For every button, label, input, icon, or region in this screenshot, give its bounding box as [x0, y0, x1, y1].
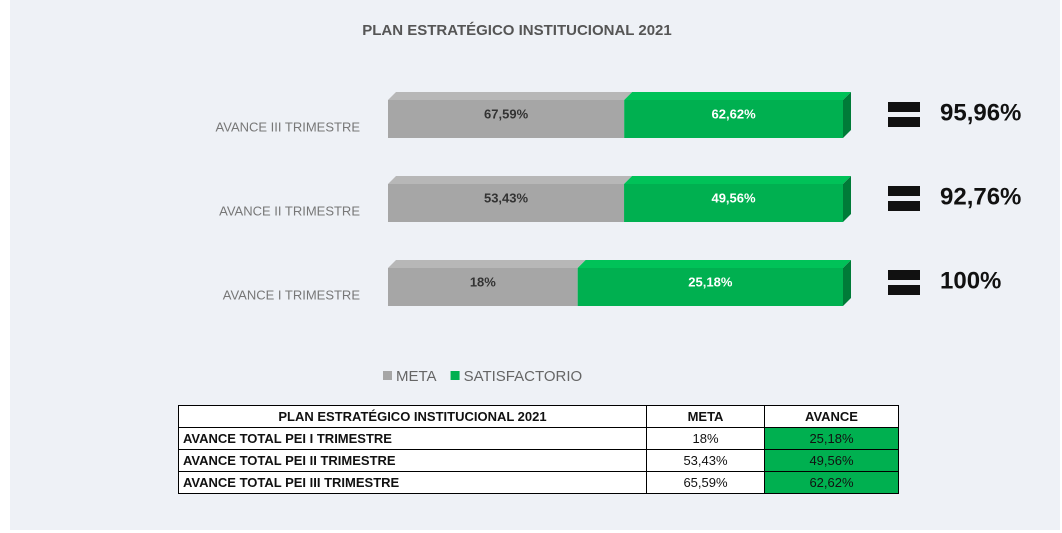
table-cell: 65,59% [646, 471, 765, 494]
bar-top-face [388, 176, 633, 184]
bar-side-face [843, 176, 851, 222]
data-label: 18% [470, 274, 496, 289]
y-tick-label: AVANCE I TRIMESTRE [223, 287, 361, 302]
legend-label: SATISFACTORIO [464, 368, 583, 385]
legend-label: META [396, 368, 437, 385]
bar-top-face [624, 176, 851, 184]
data-label: 49,56% [711, 190, 756, 205]
equals-icon-bar [888, 117, 920, 127]
table-cell: 25,18% [764, 427, 899, 450]
annotation: 100% [940, 267, 1001, 294]
bar [388, 100, 625, 138]
data-label: 67,59% [484, 106, 529, 121]
header-cell: META [646, 405, 765, 428]
chart-title: PLAN ESTRATÉGICO INSTITUCIONAL 2021 [362, 22, 672, 39]
bar [624, 100, 843, 138]
table-cell: AVANCE TOTAL PEI II TRIMESTRE [178, 449, 647, 472]
bar-top-face [388, 260, 586, 268]
data-label: 25,18% [688, 274, 733, 289]
table-cell: 49,56% [764, 449, 899, 472]
table-cell: AVANCE TOTAL PEI III TRIMESTRE [178, 471, 647, 494]
legend-swatch [383, 371, 392, 380]
annotation: 95,96% [940, 99, 1021, 126]
bar-top-face [388, 92, 633, 100]
equals-icon-bar [888, 186, 920, 196]
data-label: 53,43% [484, 190, 529, 205]
summary-table: PLAN ESTRATÉGICO INSTITUCIONAL 2021 META… [178, 405, 899, 494]
equals-icon-bar [888, 270, 920, 280]
table-header: PLAN ESTRATÉGICO INSTITUCIONAL 2021 META… [178, 405, 899, 428]
data-label: 62,62% [712, 106, 757, 121]
table-row: AVANCE TOTAL PEI III TRIMESTRE 65,59% 62,6… [178, 471, 899, 494]
header-cell: AVANCE [764, 405, 899, 428]
bar [388, 268, 578, 306]
y-tick-label: AVANCE II TRIMESTRE [219, 203, 360, 218]
bar-top-face [624, 92, 851, 100]
bar-top-face [577, 260, 851, 268]
bar [388, 184, 625, 222]
table-cell: 53,43% [646, 449, 765, 472]
table-cell: 18% [646, 427, 765, 450]
chart: PLAN ESTRATÉGICO INSTITUCIONAL 2021 AVAN… [216, 22, 1022, 385]
header-cell: PLAN ESTRATÉGICO INSTITUCIONAL 2021 [178, 405, 647, 428]
table-row: AVANCE TOTAL PEI I TRIMESTRE 18% 25,18% [178, 427, 899, 450]
legend-swatch [450, 371, 460, 380]
table-cell: AVANCE TOTAL PEI I TRIMESTRE [178, 427, 647, 450]
bar [624, 184, 843, 222]
equals-icon-bar [888, 102, 920, 112]
equals-icon-bar [888, 285, 920, 295]
annotation: 92,76% [940, 183, 1021, 210]
bar-side-face [843, 92, 851, 138]
bar-side-face [843, 260, 851, 306]
y-tick-label: AVANCE III TRIMESTRE [216, 119, 361, 134]
table-row: AVANCE TOTAL PEI II TRIMESTRE 53,43% 49,56… [178, 449, 899, 472]
table-cell: 62,62% [764, 471, 899, 494]
bar [577, 268, 843, 306]
equals-icon-bar [888, 201, 920, 211]
